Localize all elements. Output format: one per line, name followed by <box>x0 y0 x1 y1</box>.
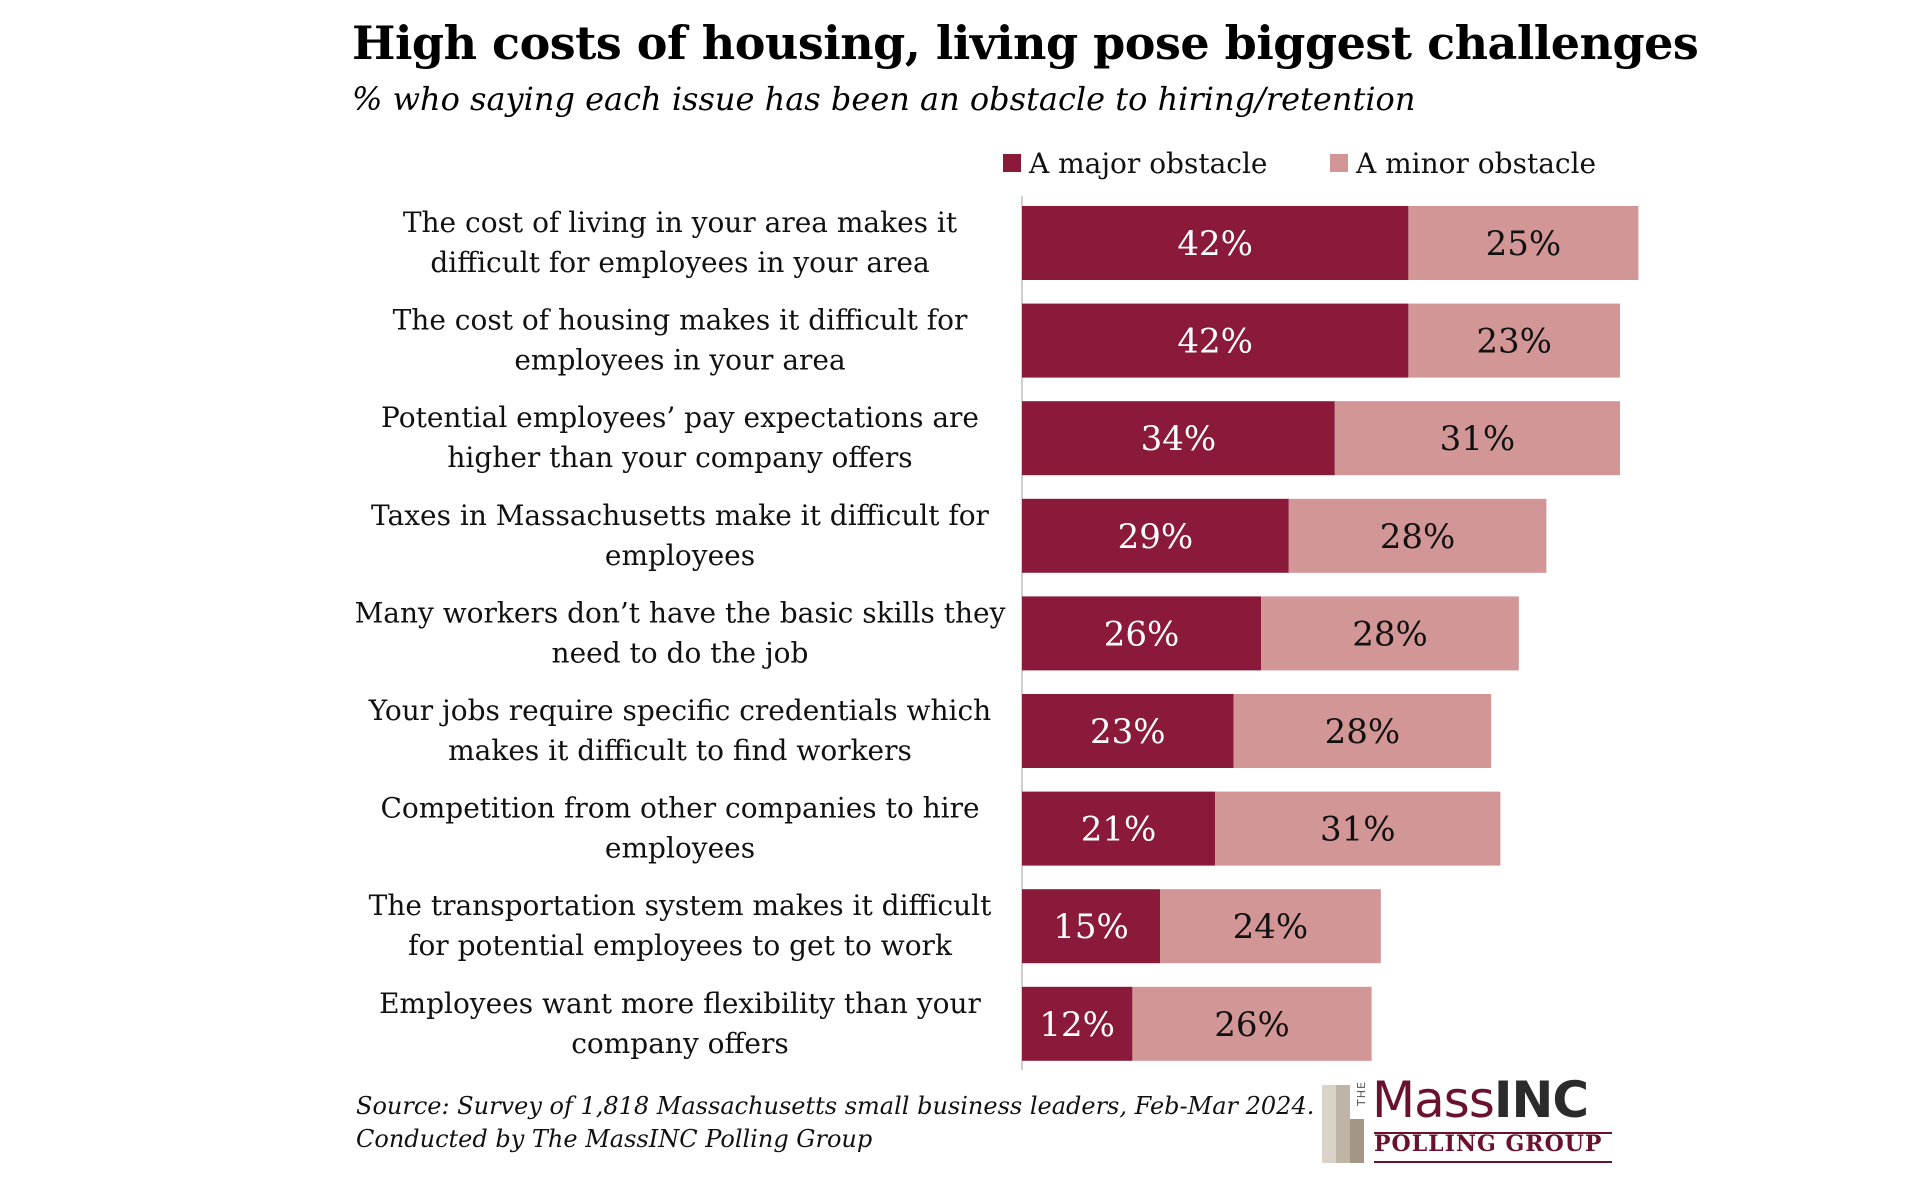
data-label-minor: 31% <box>1440 419 1516 459</box>
source-note: Source: Survey of 1,818 Massachusetts sm… <box>356 1090 1314 1156</box>
category-label: Employees want more flexibility than you… <box>379 987 981 1020</box>
source-line-2: Conducted by The MassINC Polling Group <box>356 1125 873 1153</box>
bar-minor <box>1233 694 1492 768</box>
bar-minor <box>1334 401 1620 476</box>
data-label-minor: 28% <box>1352 614 1428 654</box>
data-label-minor: 24% <box>1233 907 1309 947</box>
category-label: higher than your company offers <box>447 441 912 474</box>
chart-subtitle: % who saying each issue has been an obst… <box>352 80 1416 118</box>
legend-swatch-major <box>1003 154 1021 172</box>
data-label-minor: 28% <box>1325 712 1401 752</box>
category-label: need to do the job <box>552 636 809 669</box>
data-label-major: 12% <box>1039 1005 1115 1045</box>
category-label: The cost of housing makes it difficult f… <box>393 304 968 337</box>
category-label: Taxes in Massachusetts make it difficult… <box>371 499 990 532</box>
logo-wordmark: MassINC <box>1372 1071 1589 1129</box>
massinc-logo: THE MassINC POLLING GROUP <box>1322 1071 1622 1165</box>
logo-the: THE <box>1355 1081 1368 1106</box>
bar-minor <box>1408 206 1639 280</box>
data-label-major: 29% <box>1118 517 1194 557</box>
legend-swatch-minor <box>1330 154 1348 172</box>
data-label-major: 23% <box>1090 712 1166 752</box>
category-label: employees in your area <box>514 344 845 377</box>
bar-minor <box>1215 791 1501 866</box>
bar-minor <box>1160 889 1381 964</box>
category-label: Potential employees’ pay expectations ar… <box>381 401 979 434</box>
logo-polling-group: POLLING GROUP <box>1374 1131 1603 1157</box>
data-label-major: 26% <box>1104 614 1180 654</box>
bar-minor <box>1132 986 1372 1061</box>
data-label-major: 34% <box>1141 419 1217 459</box>
data-label-minor: 28% <box>1380 517 1456 557</box>
bar-major <box>1022 303 1409 378</box>
bar-major <box>1022 889 1160 964</box>
category-label: company offers <box>571 1027 789 1060</box>
category-label: The transportation system makes it diffi… <box>369 889 992 922</box>
bar-major <box>1022 206 1409 280</box>
logo-bars-icon <box>1322 1085 1364 1163</box>
bar-major <box>1022 498 1289 573</box>
data-label-major: 21% <box>1081 810 1157 850</box>
data-label-minor: 25% <box>1486 224 1562 264</box>
category-label: The cost of living in your area makes it <box>403 206 958 239</box>
legend-label-minor: A minor obstacle <box>1355 147 1596 180</box>
bar-major <box>1022 401 1335 476</box>
data-label-minor: 26% <box>1214 1005 1290 1045</box>
category-label: employees <box>605 539 755 572</box>
bar-minor <box>1408 303 1620 378</box>
data-label-minor: 23% <box>1476 322 1552 362</box>
bar-minor <box>1261 596 1519 671</box>
data-label-major: 15% <box>1053 907 1129 947</box>
legend-label-major: A major obstacle <box>1028 147 1268 180</box>
data-label-major: 42% <box>1177 224 1253 264</box>
category-label: Competition from other companies to hire <box>380 792 979 825</box>
data-label-major: 42% <box>1177 322 1253 362</box>
data-label-minor: 31% <box>1320 810 1396 850</box>
category-label: Your jobs require specific credentials w… <box>368 694 991 727</box>
category-label: employees <box>605 832 755 865</box>
bar-major <box>1022 791 1216 866</box>
chart-title: High costs of housing, living pose bigge… <box>352 16 1699 70</box>
bar-major <box>1022 694 1234 768</box>
bar-major <box>1022 986 1133 1061</box>
bar-minor <box>1288 498 1547 573</box>
category-label: Many workers don’t have the basic skills… <box>355 596 1006 629</box>
category-label: for potential employees to get to work <box>408 929 953 962</box>
source-line-1: Source: Survey of 1,818 Massachusetts sm… <box>356 1092 1315 1120</box>
bar-major <box>1022 596 1262 671</box>
category-label: difficult for employees in your area <box>430 246 929 279</box>
category-label: makes it difficult to find workers <box>448 734 912 767</box>
